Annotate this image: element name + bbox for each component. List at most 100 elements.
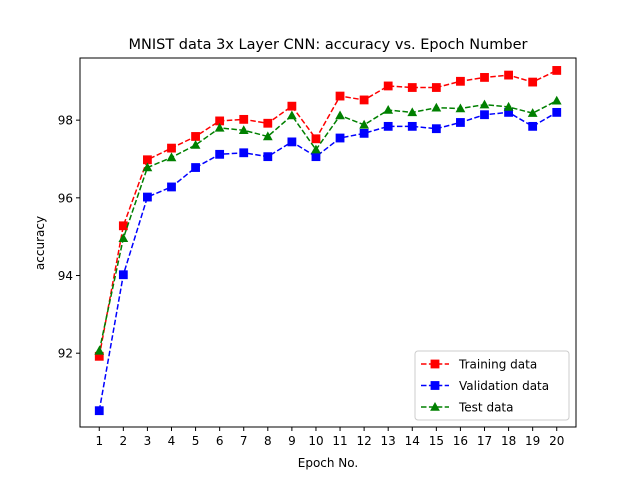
x-tick-label: 17 xyxy=(477,434,492,448)
data-point-validation-data xyxy=(335,133,345,143)
data-point-training-data xyxy=(191,132,200,141)
data-point-validation-data xyxy=(456,118,465,127)
x-tick-label: 8 xyxy=(264,434,272,448)
data-point-validation-data xyxy=(118,270,128,280)
x-tick-label: 10 xyxy=(308,434,323,448)
x-tick-label: 20 xyxy=(549,434,564,448)
data-point-validation-data xyxy=(431,124,441,134)
data-point-test-data xyxy=(238,125,249,135)
data-point-test-data xyxy=(262,131,273,141)
legend-label: Validation data xyxy=(459,379,549,393)
x-tick-label: 16 xyxy=(453,434,468,448)
x-tick-label: 18 xyxy=(501,434,516,448)
x-tick-label: 12 xyxy=(356,434,371,448)
data-point-validation-data xyxy=(407,121,417,131)
data-point-training-data xyxy=(504,70,513,80)
x-tick-label: 13 xyxy=(381,434,396,448)
series-training-data xyxy=(94,66,562,361)
series-layer xyxy=(94,66,562,416)
data-point-training-data xyxy=(167,143,176,153)
data-point-test-data xyxy=(383,105,394,114)
y-tick-label: 92 xyxy=(58,347,73,361)
data-point-training-data xyxy=(263,118,273,128)
data-point-validation-data xyxy=(528,121,538,131)
data-point-validation-data xyxy=(311,152,321,162)
data-point-training-data xyxy=(311,134,321,144)
data-point-training-data xyxy=(287,101,297,111)
legend: Training data Validation data Test data xyxy=(414,350,570,421)
legend-entry-test-data: Test data xyxy=(421,401,513,415)
legend-entry-validation-data: Validation data xyxy=(421,379,549,393)
legend-entry-training-data: Training data xyxy=(421,358,537,372)
data-point-training-data xyxy=(456,76,465,86)
data-point-test-data xyxy=(359,119,369,129)
series-test-data xyxy=(94,95,562,355)
data-point-validation-data xyxy=(239,148,249,158)
data-point-test-data xyxy=(118,233,129,242)
x-tick-label: 19 xyxy=(525,434,540,448)
data-point-test-data xyxy=(166,152,177,162)
data-point-validation-data xyxy=(191,163,200,172)
legend-marker xyxy=(430,401,440,411)
x-tick-label: 9 xyxy=(288,434,296,448)
x-axis-title: Epoch No. xyxy=(298,456,358,470)
legend-label: Test data xyxy=(458,401,513,415)
x-tick-label: 14 xyxy=(405,434,420,448)
data-point-test-data xyxy=(142,162,153,172)
data-point-validation-data xyxy=(263,152,273,162)
data-point-training-data xyxy=(359,95,369,105)
data-point-validation-data xyxy=(287,137,297,147)
data-point-test-data xyxy=(94,345,105,355)
data-point-test-data xyxy=(479,99,490,109)
y-axis-title: accuracy xyxy=(33,216,47,270)
data-point-training-data xyxy=(528,77,538,87)
x-tick-label: 2 xyxy=(120,434,128,448)
data-point-test-data xyxy=(503,101,514,111)
x-tick-label: 3 xyxy=(144,434,152,448)
y-tick-label: 96 xyxy=(58,191,73,205)
y-tick-label: 98 xyxy=(58,114,73,128)
x-tick-label: 1 xyxy=(95,434,103,448)
x-tick-label: 11 xyxy=(332,434,347,448)
data-point-training-data xyxy=(407,83,417,92)
data-point-validation-data xyxy=(94,406,104,416)
y-tick-label: 94 xyxy=(58,269,73,283)
data-point-validation-data xyxy=(383,121,393,131)
legend-label: Training data xyxy=(458,358,537,372)
x-tick-label: 15 xyxy=(429,434,444,448)
data-point-test-data xyxy=(407,107,418,117)
y-axis-ticks: 92 94 96 98 xyxy=(58,114,80,361)
x-tick-label: 7 xyxy=(240,434,248,448)
data-point-validation-data xyxy=(359,128,369,138)
data-point-test-data xyxy=(214,122,225,132)
data-point-test-data xyxy=(287,110,297,120)
series-line-validation-data xyxy=(98,111,558,411)
data-point-validation-data xyxy=(143,192,152,202)
data-point-training-data xyxy=(480,73,489,82)
data-point-training-data xyxy=(239,114,249,124)
x-tick-label: 6 xyxy=(216,434,224,448)
data-point-test-data xyxy=(335,110,345,120)
data-point-test-data xyxy=(455,103,466,113)
legend-frame xyxy=(414,350,570,421)
series-validation-data xyxy=(94,107,562,416)
data-point-test-data xyxy=(190,139,201,149)
data-point-training-data xyxy=(118,221,128,231)
data-point-training-data xyxy=(335,91,345,101)
data-point-validation-data xyxy=(167,182,176,192)
legend-marker xyxy=(430,359,440,369)
legend-entries: Training data Validation data Test data xyxy=(421,358,549,415)
plot-frame xyxy=(79,57,577,428)
data-point-test-data xyxy=(527,108,538,117)
data-point-test-data xyxy=(551,95,562,105)
data-point-validation-data xyxy=(480,110,489,120)
data-point-training-data xyxy=(552,66,562,75)
chart-title: MNIST data 3x Layer CNN: accuracy vs. Ep… xyxy=(129,37,528,53)
series-line-test-data xyxy=(98,100,558,352)
data-point-training-data xyxy=(383,81,393,91)
data-point-validation-data xyxy=(215,149,225,159)
data-point-test-data xyxy=(311,144,321,154)
data-point-validation-data xyxy=(552,107,562,117)
data-point-test-data xyxy=(431,102,442,112)
